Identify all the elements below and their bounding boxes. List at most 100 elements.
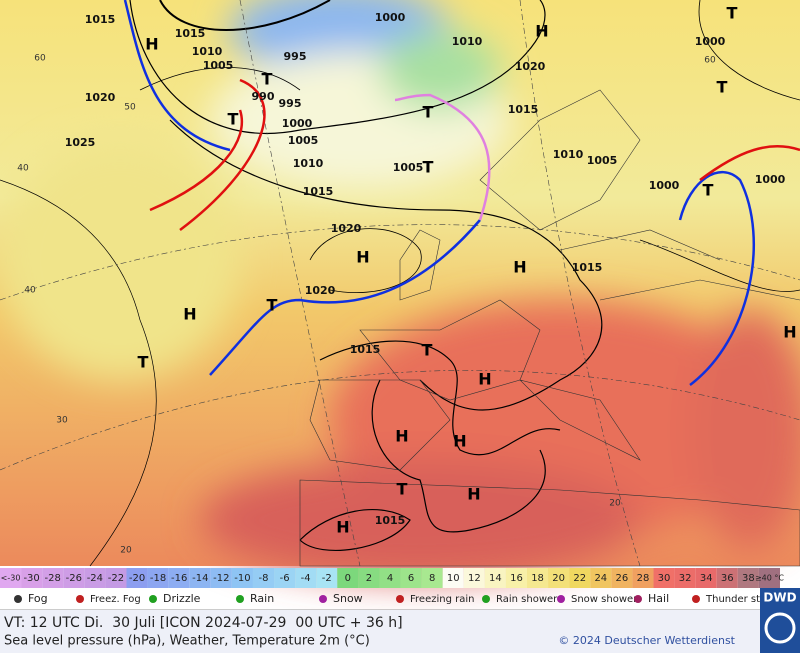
legend-label: Drizzle — [163, 592, 201, 605]
pressure-center: T — [138, 353, 149, 372]
scale-label: 10 — [447, 573, 460, 584]
pressure-center: T — [423, 103, 434, 122]
temperature-label: 30 — [56, 416, 68, 426]
scale-cell — [716, 568, 738, 588]
scale-label: 0 — [345, 573, 351, 584]
isobar-label: 1000 — [375, 11, 406, 24]
scale-cell — [484, 568, 506, 588]
pressure-center: T — [727, 4, 738, 23]
legend-icon — [14, 595, 22, 603]
isobar-label: 1025 — [65, 136, 96, 149]
legend-icon — [149, 595, 157, 603]
temperature-label: 40 — [24, 286, 36, 296]
scale-label: -16 — [171, 573, 187, 584]
scale-label: -28 — [45, 573, 61, 584]
scale-label: 12 — [468, 573, 481, 584]
scale-label: -8 — [259, 573, 269, 584]
scale-label: -6 — [280, 573, 290, 584]
scale-cell — [674, 568, 696, 588]
description: Sea level pressure (hPa), Weather, Tempe… — [4, 634, 370, 649]
pressure-center: H — [183, 305, 196, 324]
legend-label: Thunder storm — [705, 594, 780, 605]
pressure-center: H — [535, 22, 548, 41]
pressure-center: T — [422, 341, 433, 360]
map: 1015101510101005102010251000101010201015… — [0, 0, 800, 580]
scale-label: 2 — [366, 573, 372, 584]
legend-icon — [236, 595, 244, 603]
scale-cell — [42, 568, 64, 588]
pressure-center: H — [356, 248, 369, 267]
isobar-label: 1010 — [452, 35, 483, 48]
scale-label: 8 — [429, 573, 435, 584]
legend-icon — [319, 595, 327, 603]
scale-label: 34 — [700, 573, 713, 584]
scale-label: -24 — [87, 573, 103, 584]
scale-label: -20 — [129, 573, 145, 584]
legend-icon — [634, 595, 642, 603]
legend-label: Fog — [28, 592, 48, 605]
scale-cell — [548, 568, 570, 588]
scale-cell — [527, 568, 549, 588]
scale-cell — [105, 568, 127, 588]
pressure-center: T — [423, 158, 434, 177]
scale-cell — [252, 568, 275, 588]
scale-label: -12 — [213, 573, 229, 584]
isobar-label: 1000 — [282, 117, 313, 130]
isobar-label: 1020 — [515, 60, 546, 73]
pressure-center: T — [703, 181, 714, 200]
valid-time: VT: 12 UTC Di. 30 Juli [ICON 2024-07-29 … — [4, 615, 403, 631]
scale-label: 18 — [531, 573, 544, 584]
isobar-label: 1015 — [508, 103, 539, 116]
legend-label: Freez. Fog — [90, 594, 141, 605]
legend-label: Snow shower — [571, 594, 638, 605]
scale-cell — [189, 568, 211, 588]
pressure-center: H — [513, 258, 526, 277]
scale-cell — [126, 568, 148, 588]
legend-label: Snow — [333, 592, 363, 605]
isobar-label: 1015 — [350, 343, 381, 356]
scale-cell — [379, 568, 401, 588]
scale-cell — [0, 568, 22, 588]
scale-cell — [274, 568, 296, 588]
isobar-label: 1005 — [288, 134, 319, 147]
legend-icon — [76, 595, 84, 603]
scale-label: 20 — [552, 573, 565, 584]
temperature-label: 60 — [34, 54, 46, 64]
scale-label: 36 — [721, 573, 734, 584]
isobar-label: 995 — [284, 50, 307, 63]
isobar-label: 1005 — [587, 154, 618, 167]
scale-cell — [295, 568, 317, 588]
scale-label: 30 — [658, 573, 671, 584]
scale-cell — [231, 568, 253, 588]
scale-label: 4 — [387, 573, 393, 584]
legend-label: Freezing rain — [410, 594, 474, 605]
pressure-center: H — [145, 35, 158, 54]
isobar-label: 1005 — [393, 161, 424, 174]
legend-icon — [692, 595, 700, 603]
pressure-center: H — [336, 518, 349, 537]
pressure-center: T — [717, 78, 728, 97]
scale-label: -14 — [192, 573, 208, 584]
logo: DWD — [763, 591, 796, 605]
color-scale: <-30 -30 -28 -26 -24 -22 -20 -18 -16 -14 -12 -10 -8-… — [0, 568, 784, 588]
isobar-label: 1020 — [305, 284, 336, 297]
scale-cell — [442, 568, 464, 588]
isobar-label: 1010 — [192, 45, 223, 58]
temperature-label: 50 — [124, 103, 136, 113]
scale-cell — [590, 568, 612, 588]
temperature-label: 60 — [704, 56, 716, 66]
footer-bg — [0, 610, 760, 653]
pressure-center: H — [783, 323, 796, 342]
isobar-label: 990 — [252, 90, 275, 103]
isobar-label: 1020 — [85, 91, 116, 104]
scale-cell — [21, 568, 43, 588]
isobar-label: 1010 — [293, 157, 324, 170]
scale-cell — [63, 568, 85, 588]
scale-cell — [505, 568, 528, 588]
pressure-center: H — [453, 432, 466, 451]
isobar-label: 1015 — [85, 13, 116, 26]
scale-label: <-30 — [1, 574, 21, 583]
legend-label: Hail — [648, 592, 669, 605]
pressure-center: H — [478, 370, 491, 389]
isobar-label: 1005 — [203, 59, 234, 72]
